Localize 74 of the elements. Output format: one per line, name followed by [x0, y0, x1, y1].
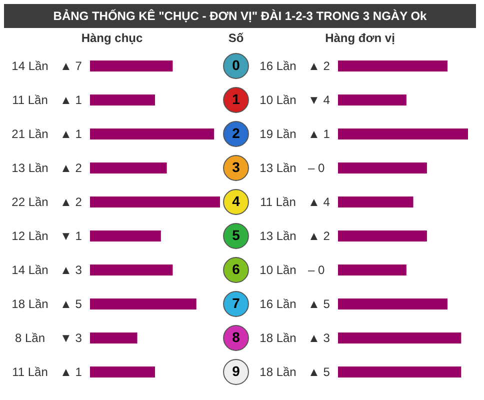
bar — [90, 162, 167, 174]
y-tick-label: 8 — [232, 329, 240, 345]
bar — [90, 196, 220, 208]
bar — [90, 366, 155, 378]
bar — [338, 60, 448, 72]
text: – 0 — [308, 263, 326, 277]
y-tick-label: 4 — [232, 193, 240, 209]
bar — [90, 264, 173, 276]
bar — [338, 298, 448, 310]
text: ▲ 1 — [60, 93, 82, 107]
bar — [90, 128, 214, 140]
x-axis-title: Hàng đơn vị — [325, 31, 395, 45]
data-label: 14 Lần — [12, 59, 48, 73]
text: ▲ 2 — [60, 161, 82, 175]
text: ▲ 2 — [60, 195, 82, 209]
text: ▲ 1 — [308, 127, 330, 141]
data-label: 13 Lần — [12, 161, 48, 175]
bar — [338, 366, 462, 378]
bar — [90, 332, 138, 344]
text: ▲ 3 — [308, 331, 330, 345]
data-label: 18 Lần — [12, 297, 48, 311]
text: ▲ 2 — [308, 229, 330, 243]
data-label: 12 Lần — [12, 229, 48, 243]
y-tick-label: 9 — [232, 363, 240, 379]
bar — [90, 230, 161, 242]
y-tick-label: 6 — [232, 261, 240, 277]
chart-title: BẢNG THỐNG KÊ "CHỤC - ĐƠN VỊ" ĐÀI 1-2-3 TRONG 3 NGÀY Ok — [53, 9, 428, 23]
bar — [338, 264, 406, 276]
bar — [338, 162, 427, 174]
text: ▼ 1 — [60, 229, 82, 243]
bar — [338, 128, 468, 140]
data-label: 11 Lần — [260, 195, 296, 209]
text: ▲ 5 — [308, 297, 330, 311]
bar — [338, 94, 406, 106]
data-label: 18 Lần — [260, 331, 296, 345]
data-label: 8 Lần — [14, 331, 46, 345]
data-label: 13 Lần — [260, 229, 296, 243]
text: ▲ 7 — [60, 59, 82, 73]
x-axis-title: Hàng chục — [81, 31, 143, 45]
y-axis-title: Số — [228, 31, 244, 45]
text: ▲ 1 — [60, 365, 82, 379]
text: ▲ 5 — [308, 365, 330, 379]
y-tick-label: 0 — [232, 57, 240, 73]
text: ▲ 5 — [60, 297, 82, 311]
data-label: 19 Lần — [260, 127, 296, 141]
data-label: 16 Lần — [260, 297, 296, 311]
bar — [338, 230, 427, 242]
data-label: 14 Lần — [12, 263, 48, 277]
bar — [90, 94, 155, 106]
data-label: 21 Lần — [12, 127, 48, 141]
bar — [90, 60, 173, 72]
y-tick-label: 5 — [232, 227, 240, 243]
y-tick-label: 3 — [232, 159, 240, 175]
text: ▲ 1 — [60, 127, 82, 141]
data-label: 22 Lần — [12, 195, 48, 209]
data-label: 11 Lần — [12, 365, 48, 379]
data-label: 10 Lần — [260, 93, 296, 107]
text: ▲ 4 — [308, 195, 330, 209]
data-label: 10 Lần — [260, 263, 296, 277]
text: – 0 — [308, 161, 326, 175]
bar — [338, 332, 462, 344]
text: ▼ 4 — [308, 93, 330, 107]
text: ▼ 3 — [60, 331, 82, 345]
bar — [338, 196, 414, 208]
text: ▲ 2 — [308, 59, 330, 73]
y-tick-label: 2 — [232, 125, 240, 141]
y-tick-label: 1 — [232, 91, 240, 107]
y-tick-label: 7 — [232, 295, 240, 311]
data-label: 16 Lần — [260, 59, 296, 73]
bar — [90, 298, 196, 310]
data-label: 18 Lần — [260, 365, 296, 379]
data-label: 13 Lần — [260, 161, 296, 175]
data-label: 11 Lần — [12, 93, 48, 107]
text: ▲ 3 — [60, 263, 82, 277]
